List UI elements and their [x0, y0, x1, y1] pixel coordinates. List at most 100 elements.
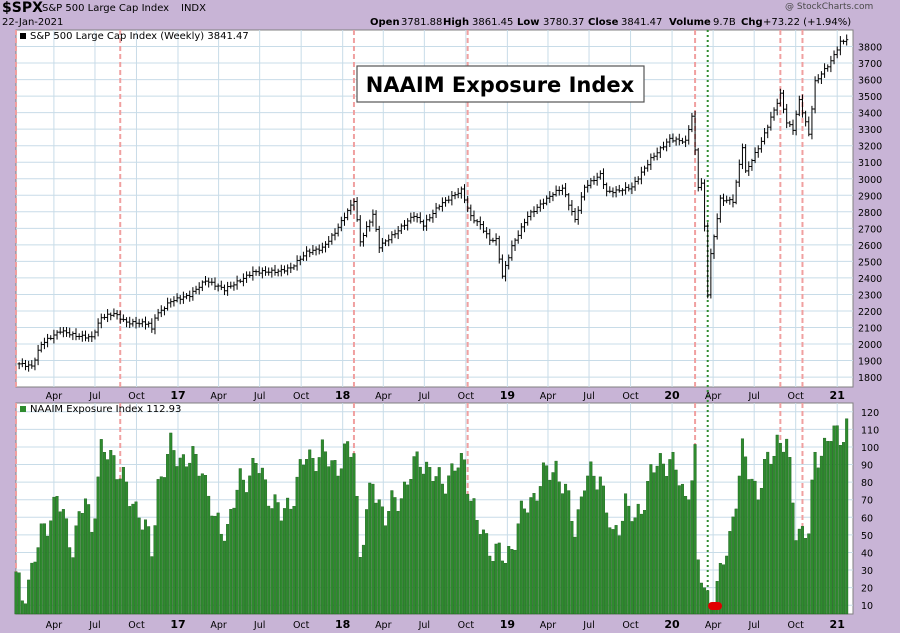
price-x-tick-label: Apr — [46, 391, 63, 402]
naaim-bar — [481, 529, 485, 615]
naaim-bar — [630, 521, 634, 615]
naaim-x-tick-label: Jul — [253, 620, 265, 631]
naaim-y-tick-label: 20 — [861, 584, 873, 595]
naaim-bar — [121, 467, 125, 615]
chart-title: NAAIM Exposure Index — [366, 73, 635, 97]
open-value: 3781.88 — [401, 17, 443, 28]
price-y-tick-label: 2200 — [858, 307, 882, 318]
naaim-y-tick-label: 70 — [861, 496, 873, 507]
naaim-bar — [23, 603, 27, 615]
naaim-bar — [766, 451, 770, 615]
naaim-x-tick-label: Jul — [418, 620, 430, 631]
naaim-bar — [245, 492, 249, 615]
naaim-bar — [699, 582, 703, 615]
naaim-bar — [469, 500, 473, 615]
naaim-bar — [314, 471, 318, 615]
naaim-bar — [687, 499, 691, 615]
naaim-legend-swatch — [20, 406, 26, 412]
naaim-bar — [58, 511, 62, 615]
naaim-bar — [65, 518, 69, 615]
price-x-tick-label: Apr — [375, 391, 392, 402]
naaim-bar — [737, 475, 741, 615]
naaim-bar — [346, 441, 350, 615]
naaim-bar — [153, 525, 157, 615]
naaim-bar — [810, 479, 814, 615]
naaim-bar — [27, 579, 31, 615]
naaim-bar — [826, 441, 830, 615]
naaim-x-tick-label: Oct — [293, 620, 310, 631]
price-x-tick-label: Jul — [253, 391, 265, 402]
naaim-bar — [734, 508, 738, 615]
naaim-bar — [466, 493, 470, 615]
naaim-bar — [592, 475, 596, 615]
naaim-bar — [33, 561, 37, 615]
volume-value: 9.7B — [713, 17, 736, 28]
naaim-bar — [804, 538, 808, 615]
naaim-bar — [567, 490, 571, 615]
naaim-bar — [317, 457, 321, 615]
naaim-bar — [140, 529, 144, 615]
naaim-bar — [756, 499, 760, 615]
naaim-bar — [583, 490, 587, 615]
naaim-bar — [406, 484, 410, 615]
naaim-bar — [551, 472, 555, 615]
naaim-bar — [232, 507, 236, 615]
naaim-bar — [178, 457, 182, 615]
naaim-bar — [371, 483, 375, 615]
naaim-bar — [279, 520, 283, 615]
chart-header: $SPX S&P 500 Large Cap Index INDX 22-Jan… — [0, 0, 900, 30]
naaim-bar — [440, 483, 444, 615]
naaim-bar — [680, 483, 684, 615]
naaim-bar — [311, 458, 315, 615]
naaim-x-tick-label: Apr — [540, 620, 557, 631]
exchange-code: INDX — [181, 3, 206, 14]
naaim-x-tick-label: Oct — [787, 620, 804, 631]
naaim-bar — [147, 526, 151, 615]
naaim-x-tick-label: Jul — [582, 620, 594, 631]
naaim-bar — [374, 502, 378, 615]
naaim-bar — [320, 439, 324, 615]
naaim-y-tick-label: 50 — [861, 531, 873, 542]
naaim-bar — [444, 493, 448, 615]
naaim-bar — [380, 506, 384, 615]
naaim-bar — [614, 525, 618, 615]
naaim-bar — [573, 536, 577, 615]
naaim-bar — [421, 473, 425, 615]
naaim-bar — [282, 508, 286, 615]
price-y-tick-label: 2500 — [858, 257, 882, 268]
naaim-bar — [554, 460, 558, 615]
naaim-bar — [96, 476, 100, 615]
naaim-bar — [213, 515, 217, 615]
naaim-x-tick-label: Apr — [46, 620, 63, 631]
naaim-bar — [731, 516, 735, 615]
price-x-tick-label: 20 — [664, 389, 680, 402]
naaim-bar — [46, 535, 50, 615]
naaim-bar — [586, 475, 590, 615]
naaim-bar — [671, 452, 675, 615]
price-x-tick-label: 19 — [500, 389, 515, 402]
naaim-bar — [778, 442, 782, 615]
naaim-bar — [238, 468, 242, 615]
price-x-tick-label: Oct — [458, 391, 475, 402]
price-ohlc — [17, 34, 849, 372]
naaim-bar — [387, 511, 391, 615]
price-y-tick-label: 3500 — [858, 92, 882, 103]
naaim-bar — [759, 487, 763, 615]
naaim-bar — [775, 434, 779, 615]
naaim-bar — [643, 510, 647, 615]
naaim-bar — [624, 493, 628, 615]
naaim-bar — [342, 443, 346, 615]
naaim-bar — [513, 549, 517, 615]
naaim-bar — [658, 453, 662, 615]
naaim-bar — [532, 493, 536, 615]
naaim-bar — [68, 547, 72, 615]
naaim-x-tick-label: 20 — [664, 618, 680, 631]
naaim-bar — [665, 476, 669, 615]
change-value: +73.22 (+1.94%) — [763, 17, 852, 28]
price-y-tick-label: 3600 — [858, 76, 882, 87]
naaim-bar — [541, 462, 545, 615]
naaim-bar — [785, 438, 789, 615]
naaim-bar — [661, 463, 665, 615]
naaim-bar — [365, 509, 369, 615]
naaim-bar — [548, 479, 552, 615]
